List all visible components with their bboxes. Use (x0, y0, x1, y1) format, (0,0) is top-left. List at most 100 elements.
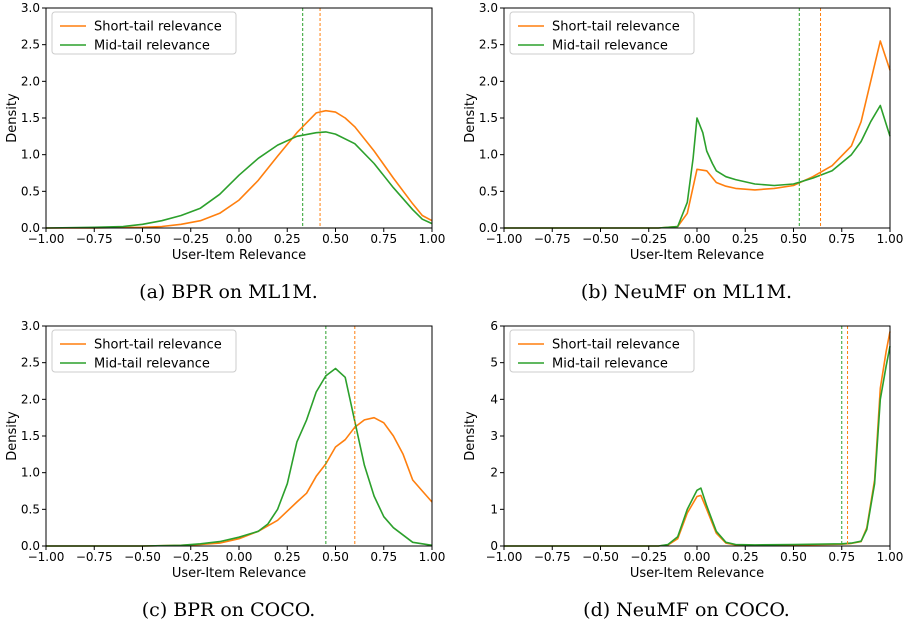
x-tick-label: −0.50 (124, 550, 161, 564)
legend-label-mid-tail: Mid-tail relevance (552, 39, 668, 54)
y-tick-label: 0.0 (21, 221, 40, 235)
x-tick-label: 0.75 (828, 232, 855, 246)
chart-panel-a: −1.00 −0.75 −0.50 −0.25 0.00 0.25 0.50 0.75 1.00… (0, 0, 457, 317)
chart-svg: −1.00 −0.75 −0.50 −0.25 0.00 0.25 0.50 0.75 1.00… (5, 1, 446, 263)
x-axis-label: User-Item Relevance (630, 248, 764, 263)
legend-box (51, 11, 237, 55)
x-tick-label: −0.50 (582, 550, 619, 564)
y-tick-label: 2.0 (21, 74, 40, 88)
legend-label-short-tail: Short-tail relevance (552, 338, 680, 353)
x-tick-label: −0.75 (76, 550, 113, 564)
x-tick-label: 0.50 (322, 232, 349, 246)
y-tick-label: 1.5 (479, 111, 498, 125)
y-tick-label: 1.5 (21, 429, 40, 443)
legend-box (509, 11, 695, 55)
y-tick-label: 1.0 (21, 466, 40, 480)
legend-label-mid-tail: Mid-tail relevance (94, 357, 210, 372)
x-tick-label: 0.25 (732, 550, 759, 564)
y-tick-label: 1.5 (21, 111, 40, 125)
x-tick-label: 1.00 (419, 550, 446, 564)
x-tick-label: 0.00 (226, 550, 253, 564)
series-line-short-tail (504, 40, 891, 229)
legend-box (509, 329, 695, 373)
x-tick-label: −0.75 (534, 232, 571, 246)
series-line-mid-tail (45, 131, 433, 229)
series-line-mid-tail (504, 346, 891, 547)
y-tick-label: 2.0 (21, 392, 40, 406)
y-tick-label: 2.5 (21, 38, 40, 52)
y-tick-label: 3.0 (21, 319, 40, 333)
x-tick-label: −0.25 (630, 232, 667, 246)
x-tick-label: −1.00 (486, 232, 523, 246)
x-tick-label: 0.25 (274, 550, 301, 564)
chart-caption: (b) NeuMF on ML1M. (580, 281, 793, 303)
x-tick-label: 0.00 (684, 232, 711, 246)
y-axis-label: Density (463, 93, 478, 143)
x-tick-label: 1.00 (877, 550, 904, 564)
x-tick-label: 0.25 (732, 232, 759, 246)
chart-caption: (a) BPR on ML1M. (139, 281, 318, 303)
series-line-short-tail (46, 416, 433, 547)
x-tick-label: −0.25 (172, 232, 209, 246)
y-tick-label: 0 (490, 539, 498, 553)
x-tick-label: 1.00 (877, 232, 904, 246)
y-tick-label: 4 (490, 392, 498, 406)
x-tick-label: −0.75 (76, 232, 113, 246)
y-tick-label: 5 (490, 356, 498, 370)
y-axis-label: Density (463, 411, 478, 461)
y-tick-label: 1.0 (479, 148, 498, 162)
y-tick-label: 3.0 (21, 1, 40, 15)
chart-svg: −1.00 −0.75 −0.50 −0.25 0.00 0.25 0.50 0.75 1.00… (463, 1, 904, 263)
chart-caption: (c) BPR on COCO. (141, 599, 316, 621)
y-axis-label: Density (5, 93, 20, 143)
x-tick-label: −0.25 (630, 550, 667, 564)
x-tick-label: 0.00 (684, 550, 711, 564)
chart-caption: (d) NeuMF on COCO. (583, 599, 790, 621)
x-tick-label: 0.00 (226, 232, 253, 246)
chart-svg: −1.00 −0.75 −0.50 −0.25 0.00 0.25 0.50 0.75 1.00… (463, 319, 904, 581)
x-tick-label: −1.00 (28, 232, 65, 246)
series-line-mid-tail (46, 367, 433, 547)
x-tick-label: −0.50 (124, 232, 161, 246)
x-tick-label: 0.75 (370, 232, 397, 246)
y-tick-label: 1.0 (21, 148, 40, 162)
x-tick-label: 0.25 (274, 232, 301, 246)
legend-box (51, 329, 237, 373)
y-axis-label: Density (5, 411, 20, 461)
x-axis-label: User-Item Relevance (172, 566, 306, 581)
x-tick-label: −1.00 (28, 550, 65, 564)
y-tick-label: 0.5 (479, 184, 498, 198)
x-tick-label: −0.75 (534, 550, 571, 564)
y-tick-label: 0.5 (21, 502, 40, 516)
y-tick-label: 0.5 (21, 184, 40, 198)
y-tick-label: 2.5 (21, 356, 40, 370)
x-tick-label: 0.50 (322, 550, 349, 564)
y-tick-label: 2 (490, 466, 498, 480)
series-line-mid-tail (504, 104, 891, 229)
x-tick-label: 1.00 (419, 232, 446, 246)
chart-panel-b: −1.00 −0.75 −0.50 −0.25 0.00 0.25 0.50 0.75 1.00… (458, 0, 915, 317)
legend-label-short-tail: Short-tail relevance (94, 338, 222, 353)
x-axis-label: User-Item Relevance (630, 566, 764, 581)
legend-label-mid-tail: Mid-tail relevance (552, 357, 668, 372)
x-tick-label: 0.75 (370, 550, 397, 564)
x-tick-label: −1.00 (486, 550, 523, 564)
x-tick-label: 0.50 (780, 550, 807, 564)
y-tick-label: 2.0 (479, 74, 498, 88)
legend-label-short-tail: Short-tail relevance (552, 20, 680, 35)
legend-label-mid-tail: Mid-tail relevance (94, 39, 210, 54)
x-tick-label: −0.50 (582, 232, 619, 246)
legend-label-short-tail: Short-tail relevance (94, 20, 222, 35)
x-tick-label: 0.75 (828, 550, 855, 564)
y-tick-label: 0.0 (21, 539, 40, 553)
x-tick-label: −0.25 (172, 550, 209, 564)
x-tick-label: 0.50 (780, 232, 807, 246)
y-tick-label: 1 (490, 502, 498, 516)
chart-panel-c: −1.00 −0.75 −0.50 −0.25 0.00 0.25 0.50 0.75 1.00… (0, 318, 457, 635)
y-tick-label: 6 (490, 319, 498, 333)
chart-svg: −1.00 −0.75 −0.50 −0.25 0.00 0.25 0.50 0.75 1.00… (5, 319, 446, 581)
y-tick-label: 0.0 (479, 221, 498, 235)
x-axis-label: User-Item Relevance (172, 248, 306, 263)
y-tick-label: 3 (490, 429, 498, 443)
series-line-short-tail (46, 109, 433, 229)
